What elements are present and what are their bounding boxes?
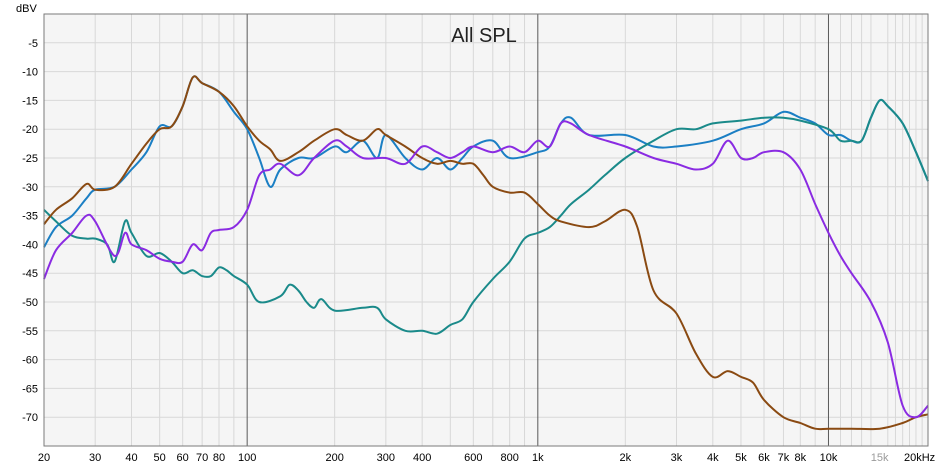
x-tick-label: 2k xyxy=(620,452,632,464)
x-tick-label: 5k xyxy=(735,452,747,464)
x-tick-label: 300 xyxy=(377,452,395,464)
series-line-2 xyxy=(43,98,929,335)
y-tick-label: -40 xyxy=(22,239,38,251)
series-line-3 xyxy=(43,75,929,431)
x-tick-label: 30 xyxy=(89,452,101,464)
y-axis-unit-label: dBV xyxy=(16,3,37,15)
x-tick-label: 4k xyxy=(707,452,719,464)
x-tick-label: 15k xyxy=(871,452,889,464)
plot-background xyxy=(44,14,928,446)
x-tick-label: 200 xyxy=(325,452,343,464)
x-tick-label: 7k xyxy=(778,452,790,464)
major-grid xyxy=(246,14,829,446)
y-tick-label: -5 xyxy=(28,38,38,50)
y-tick-label: -60 xyxy=(22,355,38,367)
x-tick-label: 100 xyxy=(238,452,256,464)
y-tick-label: -20 xyxy=(22,124,38,136)
x-tick-label: 20kHz xyxy=(904,452,935,464)
x-tick-label: 50 xyxy=(154,452,166,464)
x-tick-label: 600 xyxy=(464,452,482,464)
minor-grid xyxy=(43,14,928,446)
y-tick-label: -10 xyxy=(22,67,38,79)
y-tick-label: -15 xyxy=(22,95,38,107)
x-tick-label: 60 xyxy=(177,452,189,464)
x-tick-label: 3k xyxy=(671,452,683,464)
chart-title: All SPL xyxy=(451,25,517,47)
x-tick-label: 400 xyxy=(413,452,431,464)
x-tick-label: 20 xyxy=(38,452,50,464)
y-tick-label: -70 xyxy=(22,412,38,424)
y-tick-label: -35 xyxy=(22,211,38,223)
x-tick-label: 70 xyxy=(196,452,208,464)
x-tick-label: 6k xyxy=(758,452,770,464)
x-tick-label: 80 xyxy=(213,452,225,464)
y-tick-label: -50 xyxy=(22,297,38,309)
y-tick-label: -25 xyxy=(22,153,38,165)
x-tick-label: 10k xyxy=(820,452,838,464)
x-tick-label: 8k xyxy=(794,452,806,464)
series-layer xyxy=(43,75,929,431)
y-tick-label: -65 xyxy=(22,383,38,395)
x-tick-label: 800 xyxy=(500,452,518,464)
y-tick-labels: -5 -10 -15 -20 -25 -30 -35 -40 -45 -50 -55 -60 -65 -7… xyxy=(22,38,38,424)
plot-frame xyxy=(43,13,929,447)
x-tick-label: 1k xyxy=(532,452,544,464)
y-tick-label: -55 xyxy=(22,326,38,338)
series-line-4 xyxy=(43,120,929,419)
y-tick-label: -45 xyxy=(22,268,38,280)
x-tick-label: 40 xyxy=(125,452,137,464)
x-tick-labels: 20 30 40 50 60 70 80 100 200 300 400 600 800 1k 2k 3k 4k… xyxy=(38,452,935,464)
y-tick-label: -30 xyxy=(22,182,38,194)
